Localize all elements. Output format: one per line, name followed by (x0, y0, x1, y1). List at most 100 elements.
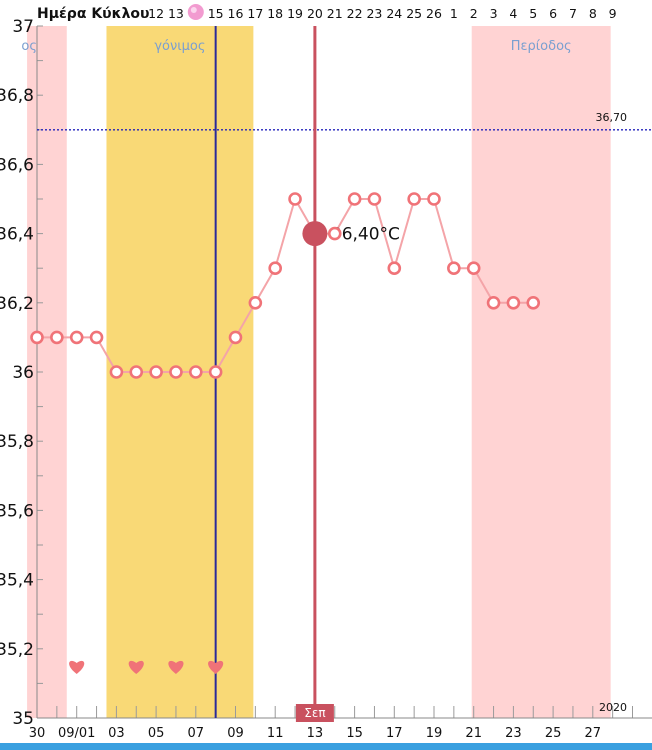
cycle-day-label: 7 (569, 6, 577, 21)
temperature-point[interactable] (526, 295, 541, 310)
cycle-day-label: 17 (247, 6, 263, 21)
bottom-bar (0, 743, 652, 750)
temperature-point[interactable] (228, 330, 243, 345)
cycle-header: Ημέρα Κύκλου 12 13 15 16 17 18 19 20 21 22 23 24 25 2… (37, 4, 617, 22)
cycle-day-label: 4 (509, 6, 517, 21)
x-tick-label: 09/01 (58, 726, 95, 741)
selection-layer[interactable]: 36,40°C (302, 26, 400, 718)
cycle-day-label: 20 (307, 6, 323, 21)
x-tick-label: 05 (148, 726, 165, 741)
cycle-day-label: 2 (470, 6, 478, 21)
temperature-point[interactable] (89, 330, 104, 345)
year-label: 2020 (599, 701, 627, 714)
x-tick-label: 09 (227, 726, 244, 741)
temperature-point[interactable] (189, 365, 203, 379)
temperature-point[interactable] (486, 295, 501, 310)
reference-layer: 36,70 (37, 111, 652, 131)
cycle-day-label: 12 (148, 6, 164, 21)
y-tick-label: 36,8 (0, 86, 34, 106)
temperature-point[interactable] (268, 261, 283, 276)
month-badge (295, 704, 334, 722)
x-tick-label: 21 (465, 726, 482, 741)
temperature-point[interactable] (506, 295, 521, 310)
y-tick-label: 37 (12, 17, 34, 37)
temperature-point[interactable] (466, 261, 481, 276)
x-tick-label: 23 (505, 726, 522, 741)
x-tick-label: 25 (545, 726, 562, 741)
month-badge-label: Σεπ (304, 706, 325, 720)
cycle-day-label: 24 (386, 6, 402, 21)
temperature-point[interactable] (387, 261, 402, 276)
temperature-point[interactable] (30, 330, 44, 345)
selected-temperature-point[interactable] (302, 221, 328, 247)
y-tick-label: 36,2 (0, 294, 34, 314)
x-tick-label: 11 (267, 726, 284, 741)
band-period-0 (27, 26, 67, 718)
y-tick-label: 35,4 (0, 571, 34, 591)
x-tick-label: 27 (585, 726, 602, 741)
cycle-day-label: 13 (168, 6, 184, 21)
hearts-layer (69, 660, 224, 674)
temperature-point[interactable] (407, 192, 421, 206)
cycle-day-title: Ημέρα Κύκλου (37, 6, 150, 22)
band-label-2: Περίοδος (511, 39, 572, 54)
temperature-point[interactable] (347, 192, 362, 206)
heart-icon (208, 660, 224, 674)
temperature-point[interactable] (129, 365, 144, 379)
cycle-day-label: 19 (287, 6, 303, 21)
x-tick-label: 03 (108, 726, 125, 741)
cycle-day-label: 5 (529, 6, 537, 21)
bands-layer: ος γόνιμος Περίοδος (21, 26, 611, 718)
temperature-point[interactable] (149, 365, 163, 379)
points-layer[interactable] (30, 192, 541, 379)
temperature-point[interactable] (50, 330, 64, 345)
heart-icon (128, 660, 144, 674)
cycle-day-label: 1 (450, 6, 458, 21)
y-tick-label: 36,4 (0, 225, 34, 245)
x-tick-label: 19 (426, 726, 443, 741)
temperature-point[interactable] (427, 192, 441, 206)
temperature-point[interactable] (288, 192, 302, 206)
temperature-point[interactable] (169, 365, 183, 379)
cycle-day-label: 16 (228, 6, 244, 21)
y-tick-label: 35,2 (0, 640, 34, 660)
axis-layer: 35 35,2 35,4 35,6 35,8 36 36,2 36,4 36,6 36,8 37 30… (0, 17, 652, 750)
cycle-day-label: 26 (426, 6, 442, 21)
cycle-day-label: 21 (327, 6, 343, 21)
x-tick-label: 13 (307, 726, 324, 741)
cycle-day-label: 18 (267, 6, 283, 21)
x-tick-label: 15 (346, 726, 363, 741)
temperature-point[interactable] (69, 330, 84, 345)
y-tick-label: 36 (12, 363, 34, 383)
egg-highlight (190, 7, 197, 13)
y-tick-label: 36,6 (0, 155, 34, 175)
y-tick-label: 35 (12, 709, 34, 729)
heart-icon (168, 660, 184, 674)
cycle-day-label: 9 (609, 6, 617, 21)
band-period-2 (471, 26, 611, 718)
temperature-point[interactable] (208, 365, 223, 379)
cycle-day-label: 3 (490, 6, 498, 21)
cycle-day-label: 22 (347, 6, 363, 21)
x-tick-label: 30 (29, 726, 46, 741)
temperature-point[interactable] (367, 192, 382, 206)
cycle-day-label: 23 (366, 6, 382, 21)
temperature-point[interactable] (447, 261, 461, 276)
band-label-0: ος (21, 39, 37, 54)
selected-temperature-label: 36,40°C (331, 225, 400, 245)
x-tick-label: 17 (386, 726, 403, 741)
y-tick-label: 35,6 (0, 501, 34, 521)
band-label-1: γόνιμος (154, 39, 205, 54)
reference-label: 36,70 (596, 111, 628, 124)
temperature-point[interactable] (248, 295, 263, 310)
heart-icon (69, 660, 85, 674)
cycle-day-label: 15 (208, 6, 224, 21)
cycle-day-label: 8 (589, 6, 597, 21)
y-tick-label: 35,8 (0, 432, 34, 452)
cycle-day-label: 25 (406, 6, 422, 21)
x-tick-label: 07 (188, 726, 205, 741)
temperature-point[interactable] (327, 226, 342, 241)
temperature-point[interactable] (109, 365, 124, 379)
grid-layer (36, 25, 652, 719)
